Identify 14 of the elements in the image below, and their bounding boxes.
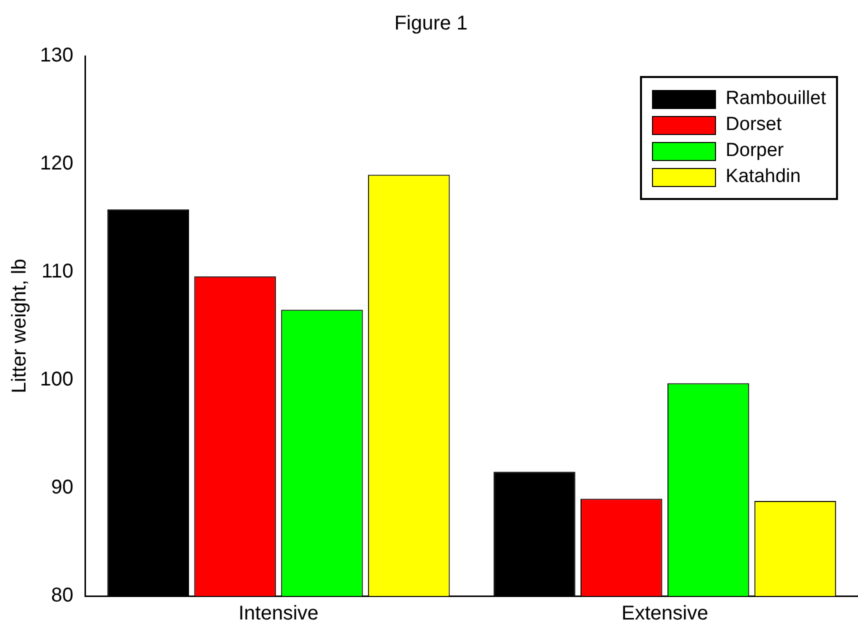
x-tick-label: Intensive [238, 602, 319, 625]
y-tick-label: 80 [51, 584, 74, 607]
y-tick-label: 90 [51, 476, 74, 499]
chart-title: Figure 1 [394, 12, 468, 35]
x-tick-label: Extensive [621, 602, 708, 625]
y-tick-label: 100 [40, 368, 74, 391]
legend-label: Rambouillet [726, 88, 826, 110]
y-axis-title: Litter weight, lb [8, 258, 31, 394]
legend-label: Katahdin [726, 166, 801, 188]
y-tick-label: 120 [40, 152, 74, 175]
legend-label: Dorper [726, 140, 784, 162]
legend-label: Dorset [726, 114, 782, 136]
y-tick-label: 130 [40, 44, 74, 67]
y-tick-label: 110 [41, 260, 74, 283]
